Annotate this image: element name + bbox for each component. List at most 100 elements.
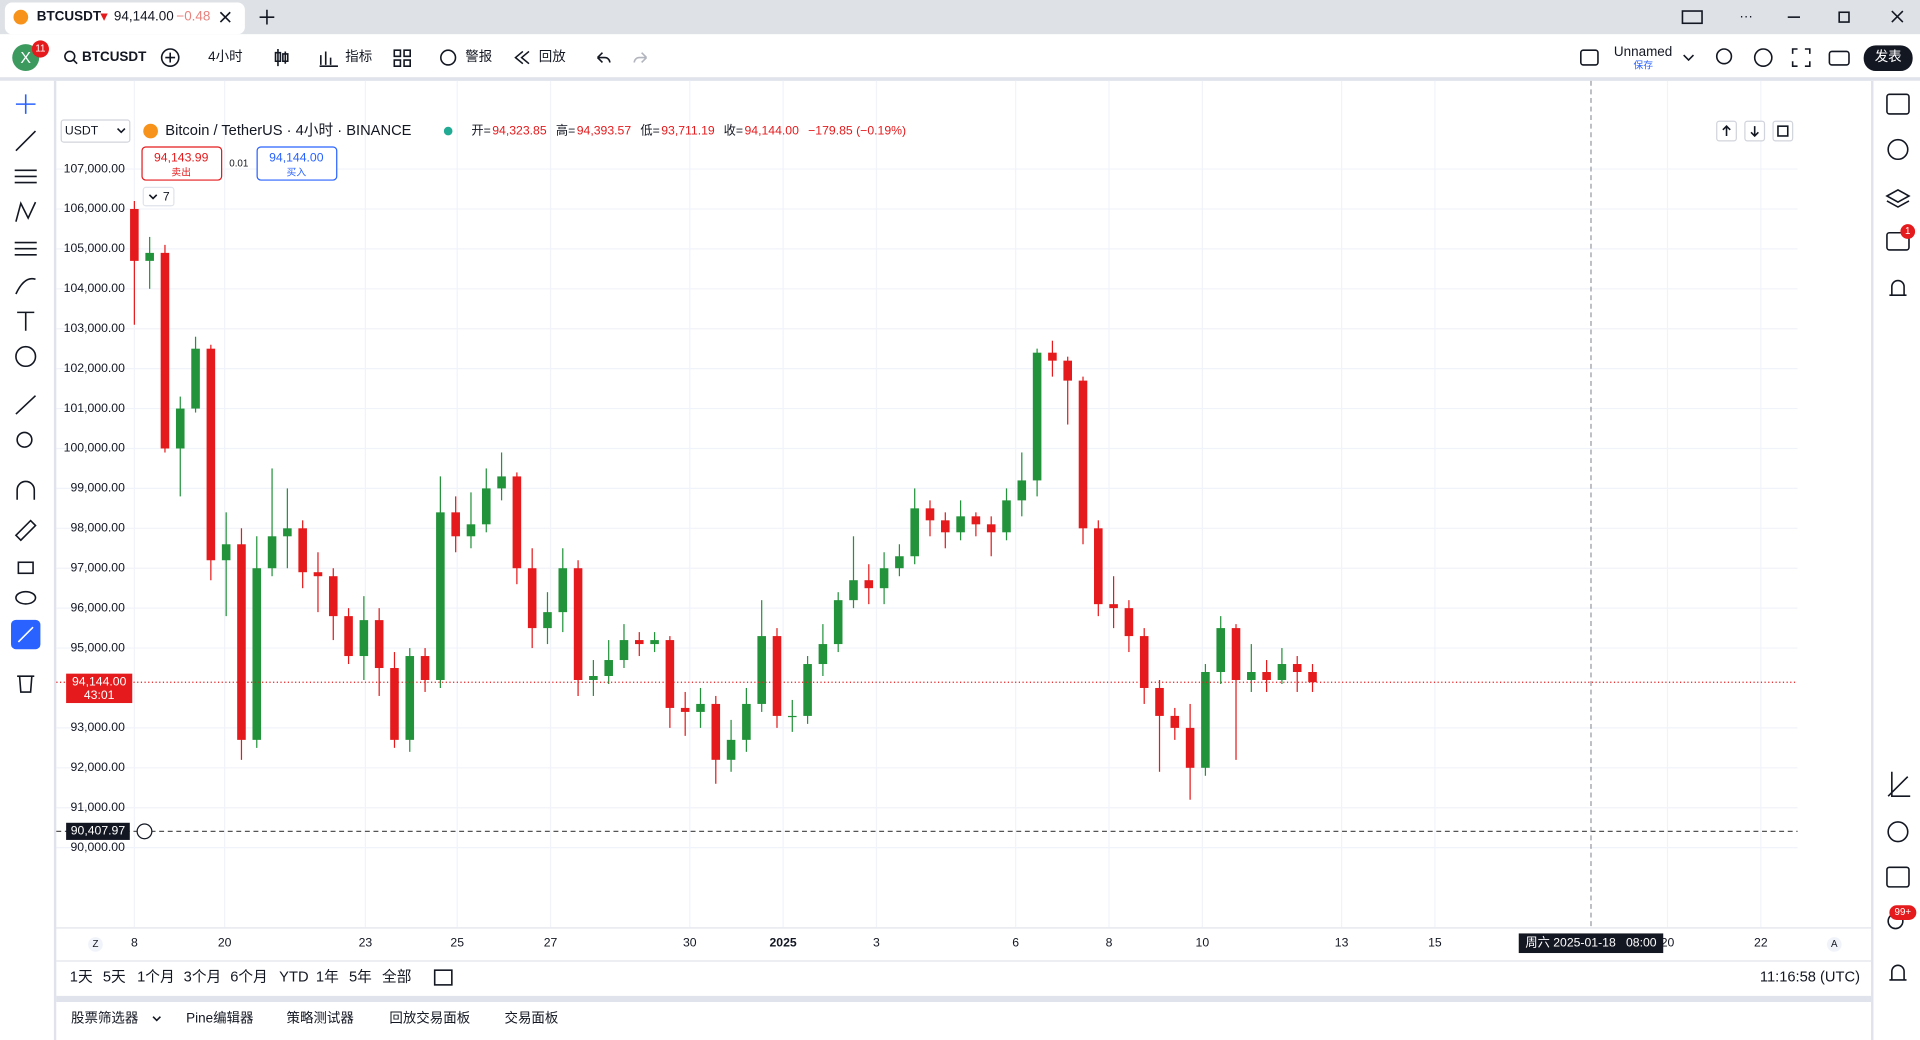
candle-body <box>1139 636 1149 688</box>
candle-body <box>1124 608 1134 637</box>
auto-button[interactable] <box>88 937 103 952</box>
symbol-icon <box>143 123 158 139</box>
interval[interactable]: 4小时 <box>208 49 242 64</box>
restore[interactable] <box>1838 11 1850 23</box>
alert-box <box>66 822 130 840</box>
tab-change: −0.48 <box>176 9 210 24</box>
panel-tab[interactable]: 回放交易面板 <box>389 1010 470 1026</box>
candle-body <box>895 556 904 569</box>
legend-label: 低= <box>640 123 659 137</box>
candle-body <box>589 675 598 680</box>
fullscreen[interactable] <box>1791 48 1811 67</box>
quick-search[interactable] <box>1715 48 1733 65</box>
redo[interactable] <box>633 52 648 64</box>
help[interactable] <box>1889 964 1907 981</box>
range-button[interactable]: 3个月 <box>184 968 222 985</box>
snapshot[interactable] <box>1828 50 1850 66</box>
range-button[interactable]: 1个月 <box>137 968 175 985</box>
compare-button[interactable] <box>160 48 180 67</box>
buy-button[interactable] <box>256 146 338 181</box>
candle-body <box>313 572 323 577</box>
range-button[interactable]: 5天 <box>103 969 126 985</box>
candle-body <box>849 580 858 601</box>
crosshair-tool[interactable] <box>15 94 36 114</box>
candle-body <box>696 703 705 712</box>
chart-type[interactable] <box>274 48 289 67</box>
alerts-panel[interactable] <box>1887 138 1909 161</box>
undo[interactable] <box>596 52 611 64</box>
layers[interactable] <box>1885 188 1911 208</box>
range-button[interactable]: 1年 <box>316 968 339 985</box>
arrow <box>1722 125 1731 136</box>
alert-icon <box>440 49 457 66</box>
fib-tool[interactable] <box>14 169 37 184</box>
draw-lock[interactable] <box>14 519 37 542</box>
candle-body <box>405 656 415 740</box>
alert-label: 90,407.97 <box>71 824 126 838</box>
range-button[interactable]: 6个月 <box>230 968 268 985</box>
pattern-tool[interactable] <box>15 201 37 222</box>
close-window[interactable] <box>1891 10 1904 23</box>
candle-body <box>1017 480 1027 501</box>
more-icon[interactable]: ··· <box>1739 9 1752 24</box>
range-button[interactable]: YTD <box>279 969 308 985</box>
settings[interactable] <box>1753 48 1773 67</box>
layouts[interactable] <box>393 49 411 67</box>
symbol[interactable]: BTCUSDT <box>82 49 147 64</box>
add-alert[interactable] <box>136 823 153 840</box>
publish-button[interactable] <box>1863 45 1913 72</box>
notifications[interactable] <box>1889 279 1907 297</box>
chat[interactable] <box>1886 231 1910 251</box>
emoji-tool[interactable] <box>15 345 37 368</box>
text-tool[interactable] <box>17 311 35 331</box>
tab-title: BTCUSDT <box>37 9 102 24</box>
watchlist[interactable] <box>1886 93 1910 115</box>
candle-body <box>512 476 522 569</box>
range-button[interactable]: 5年 <box>349 968 372 985</box>
candle-body <box>237 544 246 740</box>
object-tree[interactable] <box>1887 771 1911 798</box>
panel-tab[interactable]: 交易面板 <box>504 1010 558 1026</box>
panel-tab[interactable]: 策略测试器 <box>287 1010 355 1026</box>
save[interactable]: 保存 <box>1633 59 1653 72</box>
forecast-tool[interactable] <box>14 241 37 256</box>
new-tab[interactable] <box>259 9 275 25</box>
range-button[interactable]: 1天 <box>70 969 93 985</box>
panel-tab[interactable]: Pine编辑器 <box>186 1011 254 1026</box>
active-tab[interactable] <box>4 2 245 35</box>
candle-body <box>436 512 445 680</box>
cast-icon[interactable] <box>1681 10 1703 25</box>
data-window[interactable] <box>1887 821 1909 843</box>
range-button[interactable]: 全部 <box>382 967 411 985</box>
indicator-toggle[interactable] <box>142 186 175 207</box>
ruler-tool[interactable] <box>15 395 37 415</box>
calendar[interactable] <box>1886 866 1910 888</box>
layout-name[interactable]: Unnamed <box>1614 44 1672 59</box>
delete-tool[interactable] <box>17 675 35 693</box>
currency-select[interactable] <box>60 119 131 143</box>
sell-button[interactable] <box>141 146 223 181</box>
trend-line-tool[interactable] <box>15 130 37 152</box>
layout-icon[interactable] <box>1580 49 1599 66</box>
magnet-tool[interactable] <box>16 480 36 500</box>
zoom-tool[interactable] <box>16 431 33 448</box>
candle-body <box>757 636 766 704</box>
alerts[interactable]: 警报 <box>465 49 492 64</box>
goto-date[interactable] <box>433 969 453 986</box>
lock-tool[interactable] <box>17 561 34 575</box>
maximize[interactable] <box>1772 120 1794 142</box>
replay[interactable]: 回放 <box>539 49 566 64</box>
layout-menu[interactable] <box>1683 54 1695 62</box>
panel-divider <box>56 995 1872 1003</box>
compare-plus <box>165 52 176 63</box>
brush-tool[interactable] <box>15 277 36 295</box>
auto-button[interactable] <box>1826 937 1842 952</box>
x-tick-label: 15 <box>1428 935 1442 949</box>
indicators[interactable]: 指标 <box>345 49 372 64</box>
tab-close[interactable] <box>219 11 231 23</box>
panel-tab[interactable]: 股票筛选器 <box>71 1011 139 1026</box>
grid <box>56 80 1798 928</box>
hide-tool[interactable] <box>15 590 37 605</box>
axis-button: A <box>1831 939 1838 950</box>
y-tick-label: 95,000.00 <box>70 640 125 654</box>
